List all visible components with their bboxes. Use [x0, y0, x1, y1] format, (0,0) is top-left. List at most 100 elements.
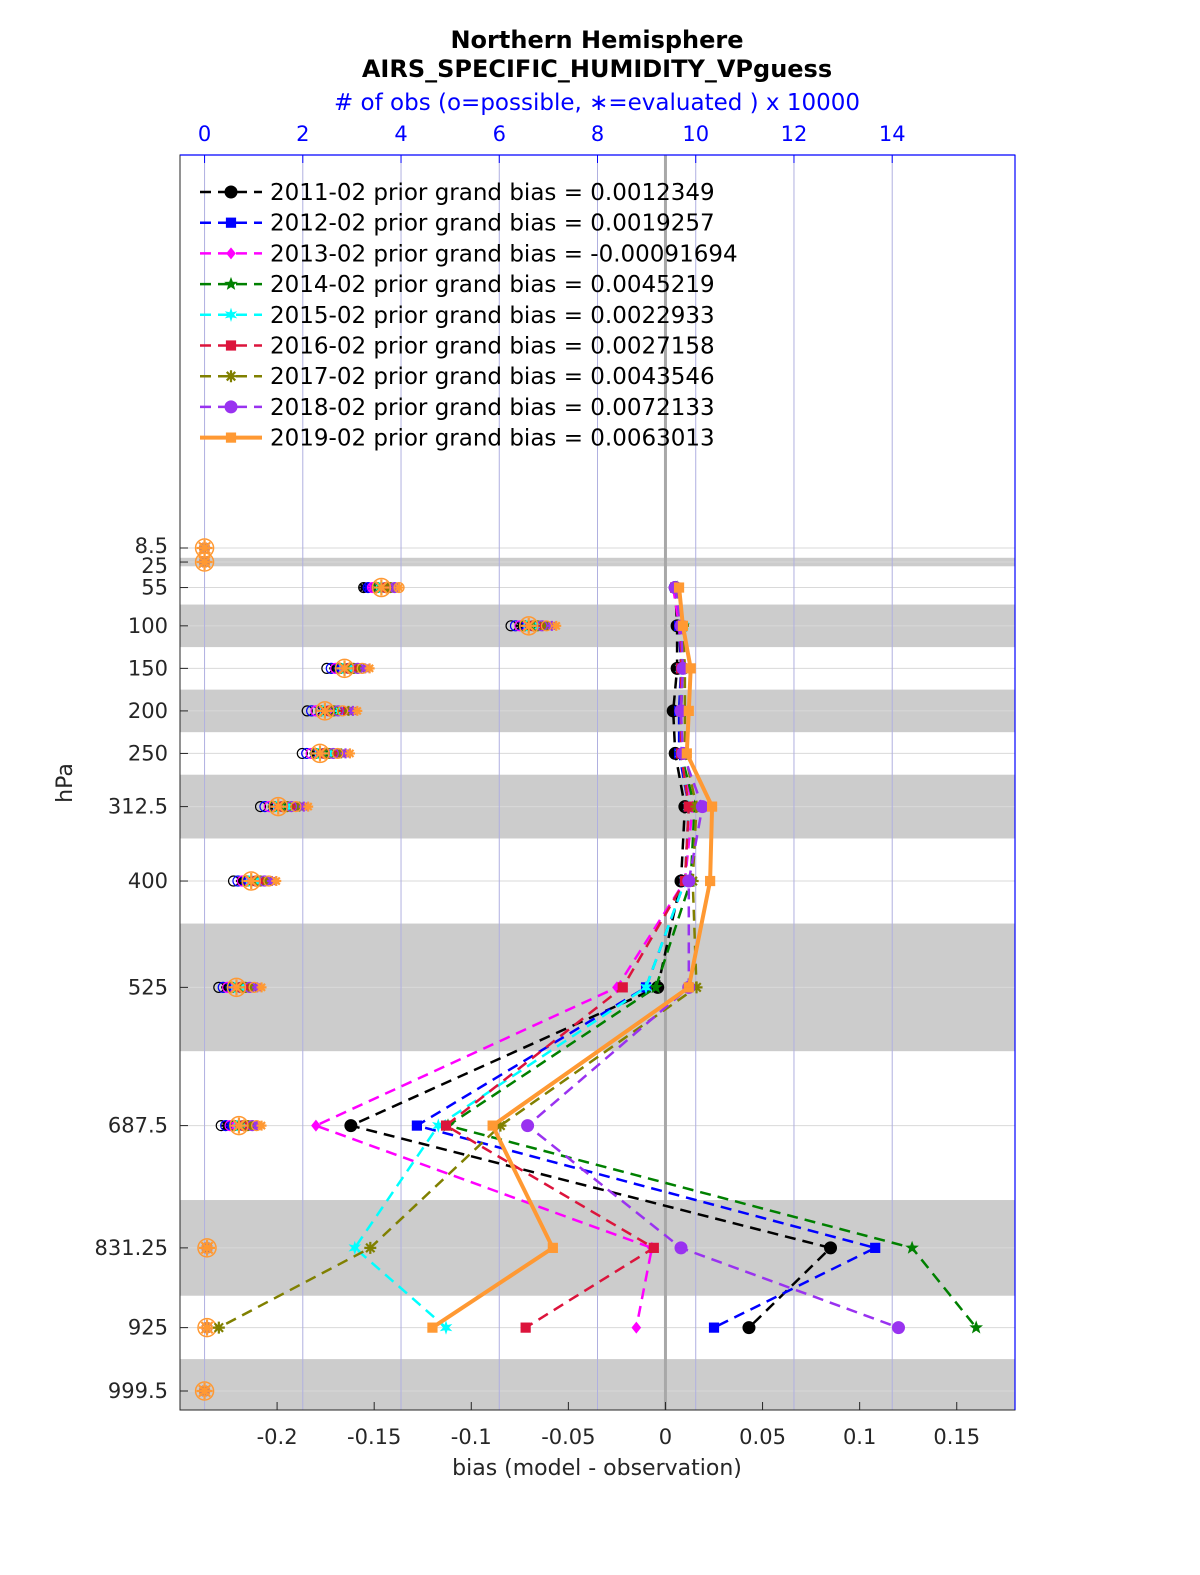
obs-possible-marker: [334, 658, 355, 679]
series-point: [683, 982, 694, 993]
obs-evaluated-marker: [256, 1120, 267, 1131]
obs-evaluated-marker: [256, 982, 267, 993]
y-axis-label: hPa: [53, 763, 78, 803]
plot-area: -0.2 -0.15 -0.1 -0.05 0 0.05 0.1 0.15 0 2 4 6 8 10 12 1…: [95, 122, 1016, 1449]
top-tick-label: 4: [394, 122, 407, 146]
y-tick-label: 999.5: [108, 1379, 168, 1403]
series-point: [891, 1321, 905, 1335]
series-point: [648, 980, 663, 994]
series-point: [690, 981, 703, 994]
obs-possible-marker: [310, 743, 330, 764]
obs-evaluated-marker: [364, 663, 375, 674]
series-point: [683, 801, 694, 812]
obs-evaluated-marker: [196, 554, 213, 571]
series-point: [905, 1240, 919, 1254]
top-tick-label: 2: [296, 122, 309, 146]
series-point: [344, 1119, 358, 1133]
y-tick-label: 100: [128, 614, 168, 638]
legend-marker: [224, 276, 238, 290]
series-point: [682, 874, 696, 888]
legend-entry: 2018-02 prior grand bias = 0.0072133: [270, 395, 715, 421]
series-point: [631, 1321, 642, 1334]
obs-evaluated-marker: [196, 1383, 213, 1399]
top-tick-label: 10: [682, 122, 709, 146]
series-point: [824, 1241, 838, 1255]
top-axis-label: # of obs (o=possible, ∗=evaluated ) x 10…: [334, 90, 860, 116]
legend-entry: 2013-02 prior grand bias = -0.00091694: [270, 241, 738, 267]
obs-possible-marker: [315, 701, 335, 721]
series-point: [683, 705, 694, 717]
y-tick-label: 250: [128, 741, 168, 765]
chart-subtitle: AIRS_SPECIFIC_HUMIDITY_VPguess: [362, 55, 832, 83]
obs-possible-marker: [301, 705, 313, 717]
obs-possible-marker: [194, 1381, 215, 1401]
obs-possible-marker: [290, 800, 302, 813]
obs-evaluated-marker: [271, 876, 282, 887]
obs-evaluated-marker: [199, 1319, 216, 1336]
obs-possible-marker: [296, 747, 308, 760]
obs-possible-marker: [194, 552, 215, 572]
obs-possible-marker: [371, 577, 392, 598]
x-tick-label: 0.15: [933, 1425, 980, 1449]
series-point: [639, 980, 653, 995]
legend-entry: 2019-02 prior grand bias = 0.0063013: [270, 426, 715, 452]
obs-evaluated-marker: [551, 620, 562, 631]
obs-evaluated-marker: [243, 873, 260, 890]
x-tick-label: 0.05: [739, 1425, 786, 1449]
obs-evaluated-marker: [199, 1239, 216, 1256]
legend-entry: 2011-02 prior grand bias = 0.0012349: [270, 180, 715, 206]
obs-possible-marker: [229, 1115, 249, 1136]
top-tick-label: 6: [493, 122, 506, 146]
obs-evaluated-marker: [303, 801, 314, 812]
legend-marker: [224, 400, 238, 414]
series-point: [870, 1242, 881, 1253]
obs-possible-marker: [336, 705, 349, 717]
y-tick-label: 687.5: [108, 1114, 168, 1138]
top-tick-label: 12: [781, 122, 808, 146]
series-point: [432, 1118, 445, 1133]
x-tick-label: 0.1: [843, 1425, 876, 1449]
obs-evaluated-marker: [336, 660, 353, 677]
obs-evaluated-marker: [311, 745, 328, 762]
legend-entry: 2016-02 prior grand bias = 0.0027158: [270, 334, 715, 360]
series-point: [648, 1242, 659, 1253]
obs-evaluated-marker: [270, 798, 287, 815]
series-point: [705, 875, 716, 887]
obs-possible-marker: [332, 747, 344, 760]
top-tick-label: 14: [879, 122, 906, 146]
series-point: [673, 582, 685, 593]
x-tick-label: -0.05: [541, 1425, 595, 1449]
x-axis-label: bias (model - observation): [452, 1456, 742, 1481]
legend-marker: [224, 185, 238, 199]
legend-entry: 2015-02 prior grand bias = 0.0022933: [270, 303, 715, 329]
obs-evaluated-marker: [344, 748, 355, 759]
series-point: [439, 1320, 453, 1335]
series-point: [440, 1120, 452, 1131]
series-point: [695, 800, 709, 814]
legend-entry: 2012-02 prior grand bias = 0.0019257: [270, 211, 715, 237]
obs-evaluated-marker: [196, 540, 213, 556]
top-tick-label: 0: [198, 122, 211, 146]
legend-marker: [225, 217, 237, 228]
obs-evaluated-marker: [230, 1117, 247, 1134]
series-point: [521, 1119, 535, 1133]
y-tick-label: 925: [128, 1316, 168, 1340]
obs-evaluated-marker: [228, 979, 245, 996]
series-point: [677, 620, 689, 631]
series-point: [742, 1321, 756, 1335]
obs-evaluated-marker: [316, 702, 333, 719]
obs-possible-marker: [518, 616, 539, 636]
chart-title: Northern Hemisphere: [450, 26, 743, 54]
obs-possible-marker: [197, 1238, 217, 1258]
y-tick-label: 150: [128, 656, 168, 680]
series-point: [969, 1320, 983, 1334]
y-tick-label: 25: [141, 554, 168, 578]
series-point: [520, 1322, 531, 1333]
series-point: [427, 1322, 438, 1333]
obs-evaluated-marker: [373, 579, 390, 596]
legend-marker: [224, 307, 238, 322]
series-point: [674, 1241, 688, 1255]
x-tick-label: -0.15: [347, 1425, 401, 1449]
x-tick-label: -0.1: [451, 1425, 492, 1449]
